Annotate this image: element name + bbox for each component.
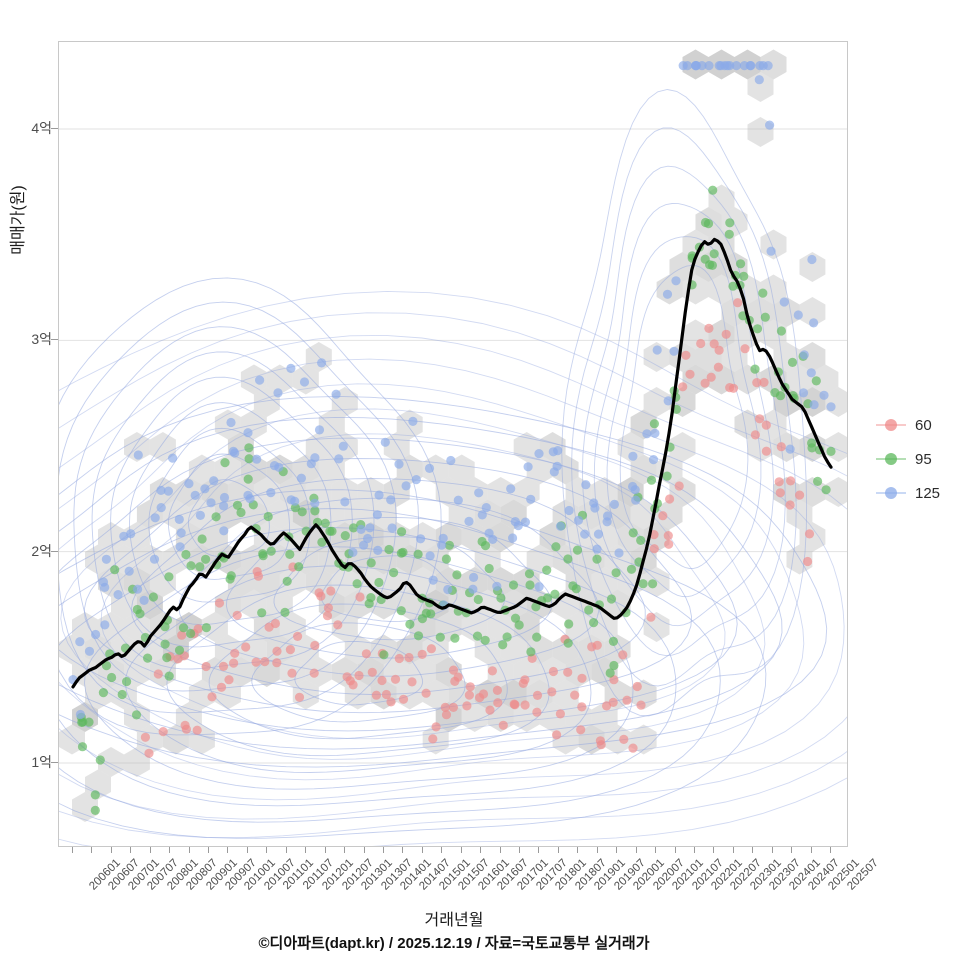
x-tick-mark-201001 [227,847,229,853]
legend-item-125[interactable]: 125 [876,476,960,510]
y-tick-label-4억: 4억 [31,120,52,136]
x-tick-mark-201901 [577,847,579,853]
plot-panel [58,41,848,847]
x-tick-mark-202401 [771,847,773,853]
y-tick-mark-4억 [51,128,58,129]
x-tick-mark-201807 [557,847,559,853]
x-tick-mark-201101 [266,847,268,853]
y-tick-mark-1억 [51,762,58,763]
x-tick-mark-201907 [596,847,598,853]
x-tick-mark-200807 [169,847,171,853]
x-tick-mark-201407 [402,847,404,853]
x-tick-mark-201701 [499,847,501,853]
x-tick-mark-200701 [110,847,112,853]
y-tick-label-3억: 3억 [31,331,52,348]
x-tick-mark-201007 [246,847,248,853]
legend-item-95[interactable]: 95 [876,442,960,476]
x-tick-mark-202201 [693,847,695,853]
x-tick-mark-201507 [441,847,443,853]
x-tick-mark-202301 [732,847,734,853]
x-tick-mark-200801 [149,847,151,853]
x-tick-mark-201707 [519,847,521,853]
y-axis-ticks: 1억 2억 3억 4억 [0,0,58,960]
x-tick-mark-202307 [752,847,754,853]
legend: 60 95 125 [876,408,960,510]
x-tick-mark-202007 [635,847,637,853]
x-tick-mark-202507 [830,847,831,853]
x-tick-mark-200901 [188,847,190,853]
y-tick-mark-3억 [51,339,58,341]
x-axis-tick-marks [58,847,848,857]
legend-label-125: 125 [915,484,941,502]
x-tick-mark-201207 [324,847,326,853]
legend-key-icon-95 [876,449,906,469]
legend-label-60: 60 [915,416,932,434]
x-tick-mark-202501 [810,847,812,853]
x-tick-mark-202407 [791,847,793,853]
x-axis-title: 거래년월 [424,912,484,929]
x-tick-mark-201501 [421,847,423,853]
x-tick-mark-201607 [480,847,482,853]
x-tick-mark-202107 [674,847,676,853]
x-tick-mark-202207 [713,847,715,853]
x-tick-mark-201301 [344,847,346,853]
x-tick-mark-202001 [616,847,618,853]
x-tick-mark-200907 [208,847,210,853]
legend-label-95: 95 [915,450,932,468]
median-price-line [71,237,833,689]
x-tick-mark-201601 [460,847,462,853]
y-tick-mark-2억 [51,550,58,552]
x-tick-mark-202101 [655,847,657,853]
x-tick-mark-201307 [363,847,365,853]
x-tick-mark-200607 [91,847,93,853]
scatter-plot-canvas [59,49,847,846]
x-tick-mark-200601 [72,847,73,853]
x-tick-mark-200707 [130,847,132,853]
legend-item-60[interactable]: 60 [876,408,960,442]
x-tick-mark-201401 [382,847,384,853]
footer-caption: ©디아파트(dapt.kr) / 2025.12.19 / 자료=국토교통부 실… [258,935,650,952]
legend-key-icon-125 [876,483,906,503]
x-tick-mark-201801 [538,847,540,853]
legend-key-icon-60 [876,415,906,435]
y-tick-label-2억: 2억 [31,542,52,559]
density-contours [59,89,847,846]
x-tick-mark-201201 [305,847,307,853]
y-tick-label-1억: 1억 [31,754,52,770]
x-tick-mark-201107 [285,847,287,853]
